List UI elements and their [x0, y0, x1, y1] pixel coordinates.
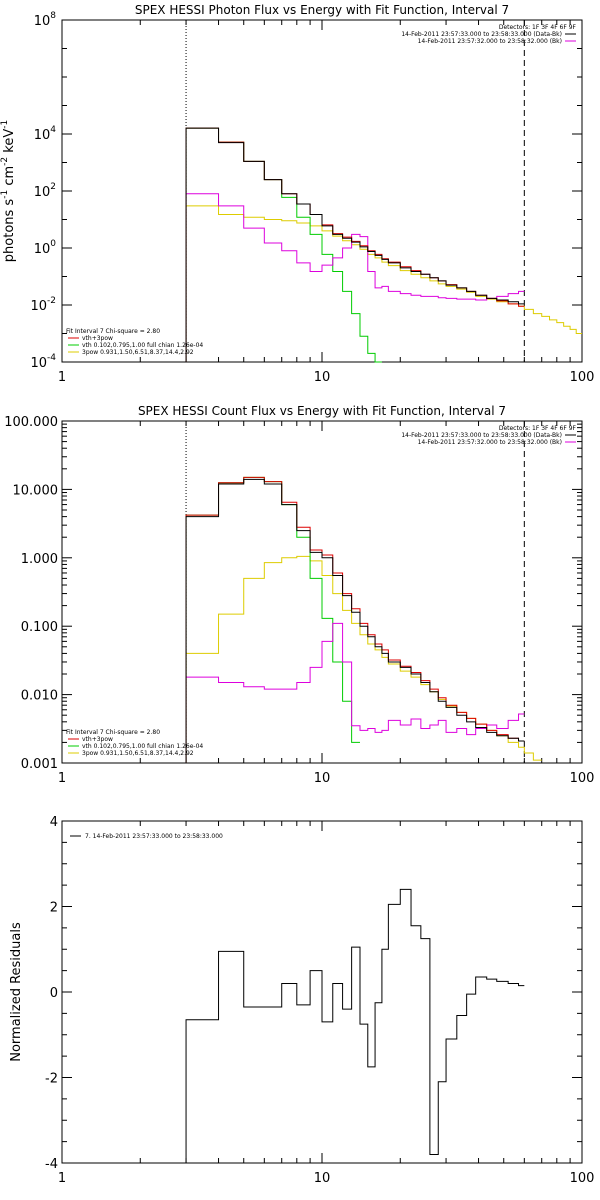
x-tick-label: 1: [58, 771, 66, 786]
legend-text: vth 0.102,0.795,1.00 full chian 1.26e-04: [82, 743, 203, 750]
chart-title: SPEX HESSI Photon Flux vs Energy with Fi…: [135, 3, 509, 17]
legend-text: 3pow 0.931,1.50,6.51,8.37,14.4,2.92: [82, 349, 194, 356]
y-tick-label: 0: [50, 986, 58, 1001]
photon-flux-panel: SPEX HESSI Photon Flux vs Energy with Fi…: [0, 3, 594, 385]
series-vth-3pow: [185, 476, 525, 763]
series-7: [185, 888, 525, 1163]
legend-text: 3pow 0.931,1.50,6.51,8.37,14.4,2.92: [82, 750, 194, 757]
x-tick-label: 100: [570, 1171, 595, 1186]
y-tick-label: 0.100: [21, 620, 58, 635]
legend-text: vth+3pow: [82, 335, 113, 342]
x-tick-label: 10: [314, 1171, 331, 1186]
series-bk: [185, 622, 525, 763]
x-tick-label: 100: [570, 370, 595, 385]
x-tick-label: 1: [58, 1171, 66, 1186]
x-tick-label: 1: [58, 370, 66, 385]
legend-text: 14-Feb-2011 23:57:32.000 to 23:58:32.000…: [418, 38, 562, 45]
series-vth: [185, 476, 360, 763]
y-tick-label: 108: [34, 11, 57, 29]
legend-text: vth 0.102,0.795,1.00 full chian 1.26e-04: [82, 342, 203, 349]
plot-frame: [61, 19, 583, 363]
y-tick-label: 1.000: [21, 552, 58, 567]
legend-text: 14-Feb-2011 23:57:32.000 to 23:58:32.000…: [418, 439, 562, 446]
series-data-bk: [185, 127, 525, 362]
residuals-panel: 1 10 100 -4 -2 0 2 4 Normalized Residuals 7. 14-F…: [9, 815, 594, 1186]
count-flux-panel: SPEX HESSI Count Flux vs Energy with Fit…: [4, 404, 594, 786]
legend-text: Detectors: 1F 3F 4F 6F 9F: [499, 24, 577, 31]
legend-text: 14-Feb-2011 23:57:33.000 to 23:58:33.000…: [401, 31, 562, 38]
legend-text: Fit Interval 7 Chi-square = 2.80: [66, 328, 160, 335]
y-tick-label: 102: [34, 182, 56, 200]
legend-text: vth+3pow: [82, 736, 113, 743]
y-tick-label: 4: [50, 815, 58, 830]
y-tick-label: 10-4: [30, 353, 56, 371]
y-tick-label: 0.010: [21, 689, 58, 704]
legend-text: 7. 14-Feb-2011 23:57:33.000 to 23:58:33.…: [85, 833, 223, 840]
y-tick-label: -4: [45, 1157, 58, 1172]
y-tick-label: 100.000: [4, 415, 58, 430]
series-data-bk: [185, 478, 525, 763]
y-tick-label: 10-2: [30, 296, 56, 314]
series-3pow: [185, 205, 582, 362]
y-tick-label: 100: [34, 239, 57, 257]
x-tick-label: 10: [314, 771, 331, 786]
y-tick-label: 104: [34, 125, 57, 143]
chart-title: SPEX HESSI Count Flux vs Energy with Fit…: [138, 404, 506, 418]
y-tick-label: 10.000: [13, 483, 59, 498]
legend-text: Detectors: 1F 3F 4F 6F 9F: [499, 425, 577, 432]
y-axis-label: Normalized Residuals: [9, 922, 24, 1062]
y-tick-label: 0.001: [21, 757, 58, 772]
legend-text: Fit Interval 7 Chi-square = 2.80: [66, 729, 160, 736]
series-bk: [185, 193, 525, 362]
x-tick-label: 100: [570, 771, 595, 786]
y-axis-label: photons s-1 cm-2 keV-1: [0, 120, 17, 262]
y-tick-label: -2: [45, 1072, 58, 1087]
x-tick-label: 10: [314, 370, 331, 385]
legend-text: 14-Feb-2011 23:57:33.000 to 23:58:33.000…: [401, 432, 562, 439]
y-tick-label: 2: [50, 901, 58, 916]
